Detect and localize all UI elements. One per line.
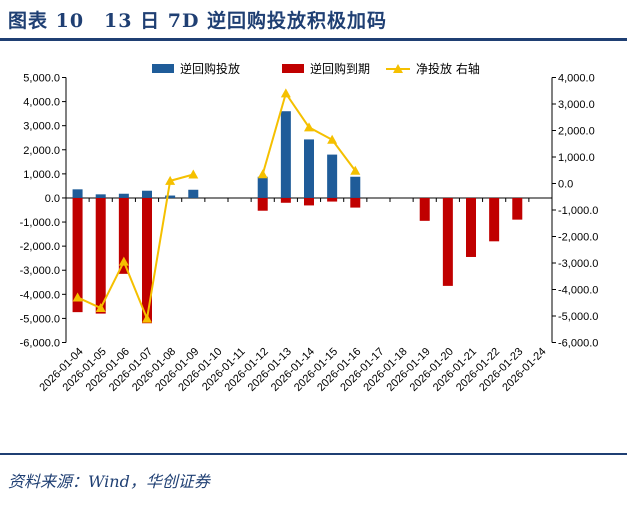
bar-reverse-repo-maturity [350,197,361,208]
net-injection-point [188,169,199,179]
left-tick-label: -1,000.0 [20,217,60,229]
left-tick-label: -2,000.0 [20,241,60,253]
legend-injection-label: 逆回购投放 [180,61,240,76]
bar-reverse-repo-maturity [442,197,453,286]
bar-reverse-repo-maturity [118,197,129,274]
right-tick-label: -6,000.0 [558,338,598,350]
right-tick-label: -3,000.0 [558,258,598,270]
figure-title: 图表 10 13 日 7D 逆回购投放积极加码 [8,10,388,32]
bar-reverse-repo-maturity [489,197,500,242]
left-tick-label: -6,000.0 [20,338,60,350]
left-tick-label: 3,000.0 [23,121,60,133]
bar-reverse-repo-maturity [327,197,338,202]
bar-reverse-repo-maturity [466,197,476,257]
legend-net-injection-label: 净投放 右轴 [416,61,480,76]
right-tick-label: 0.0 [558,179,573,191]
source-rule [0,453,627,455]
bar-reverse-repo-maturity [95,197,106,314]
bar-reverse-repo-injection [257,176,268,198]
right-tick-label: -4,000.0 [558,285,598,297]
legend-net-injection-marker [393,64,403,73]
net-injection-point [327,134,338,144]
left-tick-label: 4,000.0 [23,97,60,109]
legend-maturity-swatch [282,64,304,73]
bar-reverse-repo-maturity [419,197,430,221]
right-tick-label: 3,000.0 [558,99,595,111]
net-injection-point [350,165,361,175]
left-tick-label: 0.0 [45,193,60,205]
bar-reverse-repo-injection [350,176,361,198]
bar-reverse-repo-injection [280,111,291,198]
bar-reverse-repo-injection [72,189,83,198]
bar-reverse-repo-maturity [72,197,83,313]
net-injection-line [77,173,194,323]
net-injection-point [72,292,83,302]
left-tick-label: -3,000.0 [20,265,60,277]
bar-reverse-repo-maturity [142,197,152,324]
net-injection-point [118,256,129,266]
bar-reverse-repo-injection [304,139,314,198]
net-injection-point [95,303,106,313]
left-tick-label: 5,000.0 [23,73,60,85]
right-tick-label: 4,000.0 [558,73,595,85]
right-tick-label: -5,000.0 [558,311,598,323]
left-tick-label: -5,000.0 [20,313,60,325]
bar-reverse-repo-maturity [512,197,523,220]
net-injection-point [257,169,268,179]
chart-area: 5,000.0 4,000.0 3,000.0 2,000.0 1,000.0 0.0 -1… [20,61,599,394]
net-injection-point [304,122,314,132]
bar-reverse-repo-injection [327,154,338,198]
legend-maturity-label: 逆回购到期 [310,61,370,76]
right-tick-label: -1,000.0 [558,205,598,217]
bar-reverse-repo-maturity [280,197,291,203]
bar-reverse-repo-injection [142,190,152,198]
right-tick-label: -2,000.0 [558,232,598,244]
right-tick-label: 1,000.0 [558,152,595,164]
title-rule [0,38,627,41]
bar-reverse-repo-injection [95,194,106,198]
bar-reverse-repo-maturity [257,197,268,211]
left-tick-label: 2,000.0 [23,145,60,157]
bar-reverse-repo-maturity [304,197,314,206]
left-tick-label: -4,000.0 [20,289,60,301]
bar-reverse-repo-injection [118,193,129,198]
bar-reverse-repo-injection [188,189,199,198]
source-note: 资料来源：Wind，华创证券 [8,472,210,491]
net-injection-point [165,175,176,185]
net-injection-point [280,88,291,98]
right-tick-label: 2,000.0 [558,126,595,138]
legend-injection-swatch [152,64,174,73]
net-injection-point [142,313,152,323]
bar-reverse-repo-injection [165,195,176,198]
left-tick-label: 1,000.0 [23,169,60,181]
